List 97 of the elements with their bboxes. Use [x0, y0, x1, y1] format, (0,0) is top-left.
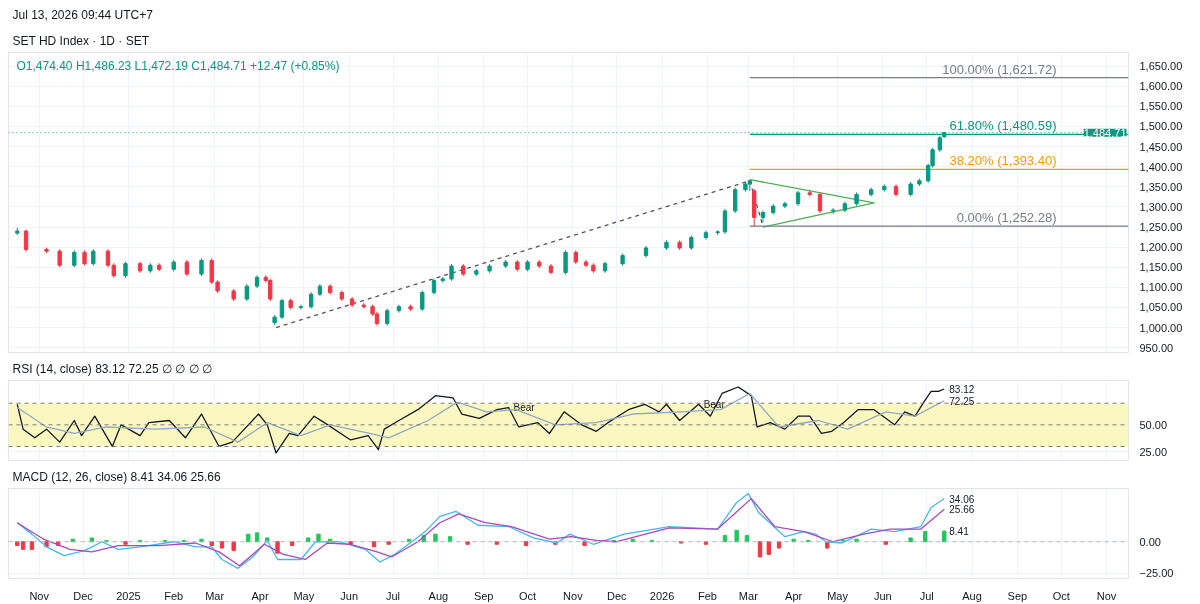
x-tick-label: Jul — [919, 589, 934, 602]
bar — [371, 541, 377, 548]
annotation: 34.06 — [949, 493, 975, 505]
bar — [703, 541, 709, 545]
x-tick-label: Nov — [29, 589, 50, 602]
y-tick-label: 1,000.00 — [1139, 321, 1183, 334]
bar — [582, 541, 587, 547]
chart-title: MACD (12, 26, close) 8.41 34.06 25.66 — [12, 469, 221, 484]
y-tick-label: 1,450.00 — [1139, 140, 1183, 153]
candlestick — [268, 278, 273, 302]
x-tick-label: Sep — [473, 589, 494, 602]
annotation: 83.12 — [949, 384, 975, 396]
y-tick-label: 1,150.00 — [1139, 261, 1183, 274]
x-tick-label: Oct — [519, 589, 537, 602]
candlestick — [817, 191, 823, 214]
bar — [923, 531, 928, 543]
bar — [734, 529, 739, 543]
y-tick-label: 1,550.00 — [1139, 100, 1183, 113]
x-tick-label: Dec — [73, 589, 94, 602]
y-tick-label: 1,500.00 — [1139, 120, 1183, 133]
annotation: 25.66 — [949, 504, 975, 516]
bar — [254, 532, 260, 543]
y-tick-label: 1,400.00 — [1139, 160, 1183, 173]
text: Jul 13, 2026 09:44 UTC+7 — [12, 7, 154, 22]
text: O1,474.40 H1,486.23 L1,472.19 C1,484.71 +12.47 (+0.85%) — [16, 58, 340, 73]
y-tick-label: 1,600.00 — [1139, 80, 1183, 93]
candlestick — [23, 228, 29, 253]
bar — [766, 541, 771, 555]
candlestick — [830, 207, 836, 215]
bar — [386, 541, 391, 545]
x-tick-label: Aug — [962, 589, 982, 602]
y-tick-label: 1,650.00 — [1139, 60, 1183, 73]
candlestick — [420, 290, 425, 312]
x-tick-label: Nov — [563, 589, 584, 602]
bar — [29, 541, 35, 550]
x-tick-label: Jun — [873, 589, 892, 602]
legend-label: 61.80% (1,480.59) — [949, 118, 1057, 134]
y-tick-label: 1,050.00 — [1139, 301, 1183, 314]
annotation: 8.41 — [949, 526, 970, 538]
bar — [854, 538, 859, 543]
candlestick — [279, 298, 285, 320]
x-tick-label: Oct — [1052, 589, 1070, 602]
bar — [908, 537, 913, 543]
x-tick-label: Dec — [606, 589, 628, 602]
bar — [883, 541, 888, 545]
chart-title: SET HD Index · 1D · SET — [12, 33, 150, 48]
ref-line-label: 1,484.71 — [1083, 126, 1127, 139]
bar — [523, 541, 529, 547]
x-tick-label: May — [293, 589, 315, 602]
series-label: 0.00% (1,252.28) — [956, 210, 1057, 226]
y-tick-label: 1,250.00 — [1139, 221, 1183, 234]
y-tick-label: 25.00 — [1139, 445, 1168, 458]
bar — [209, 541, 214, 547]
candlestick — [733, 187, 738, 214]
annotation: 72.25 — [949, 395, 975, 407]
x-tick-label: Apr — [785, 589, 803, 602]
bar — [123, 541, 128, 545]
x-tick-label: Aug — [428, 589, 449, 602]
line-series — [16, 386, 945, 454]
x-tick-label: Jul — [386, 589, 401, 602]
y-tick-label: 0.00 — [1139, 535, 1161, 548]
x-tick-label: Feb — [697, 589, 717, 602]
y-tick-label: 1,100.00 — [1139, 281, 1183, 294]
x-tick-label: Apr — [251, 589, 269, 602]
x-tick-label: Mar — [205, 589, 225, 602]
bar — [776, 541, 782, 549]
series-label: 100.00% (1,621.72) — [942, 61, 1057, 77]
x-tick-label: Nov — [1096, 589, 1117, 602]
x-tick-label: Feb — [164, 589, 184, 602]
bar — [757, 541, 763, 558]
x-tick-label: 2025 — [116, 589, 141, 602]
y-tick-label: 1,300.00 — [1139, 200, 1183, 213]
y-tick-label: −25.00 — [1139, 567, 1174, 580]
series-label: 38.20% (1,393.40) — [949, 153, 1057, 169]
chart-title: RSI (14, close) 83.12 72.25 ∅ ∅ ∅ ∅ — [12, 361, 212, 376]
bar — [494, 541, 500, 545]
candlestick — [57, 248, 62, 268]
y-tick-label: 950.00 — [1139, 341, 1174, 354]
annotation: Bear — [513, 402, 536, 414]
x-tick-label: 2026 — [649, 589, 675, 602]
bar — [825, 541, 830, 549]
y-tick-label: 1,200.00 — [1139, 241, 1183, 254]
bar — [246, 533, 251, 543]
x-tick-label: May — [827, 589, 849, 602]
y-tick-label: 50.00 — [1139, 418, 1168, 431]
x-tick-label: Sep — [1007, 589, 1028, 602]
bar — [219, 541, 225, 549]
y-tick-label: 1,350.00 — [1139, 180, 1183, 193]
x-tick-label: Mar — [738, 589, 759, 602]
bar — [942, 530, 947, 543]
bar — [465, 541, 470, 545]
candlestick — [563, 249, 568, 275]
candlestick — [722, 208, 728, 235]
line-series — [16, 392, 945, 443]
bar — [231, 541, 236, 552]
x-tick-label: Jun — [340, 589, 359, 602]
bar — [348, 541, 353, 545]
